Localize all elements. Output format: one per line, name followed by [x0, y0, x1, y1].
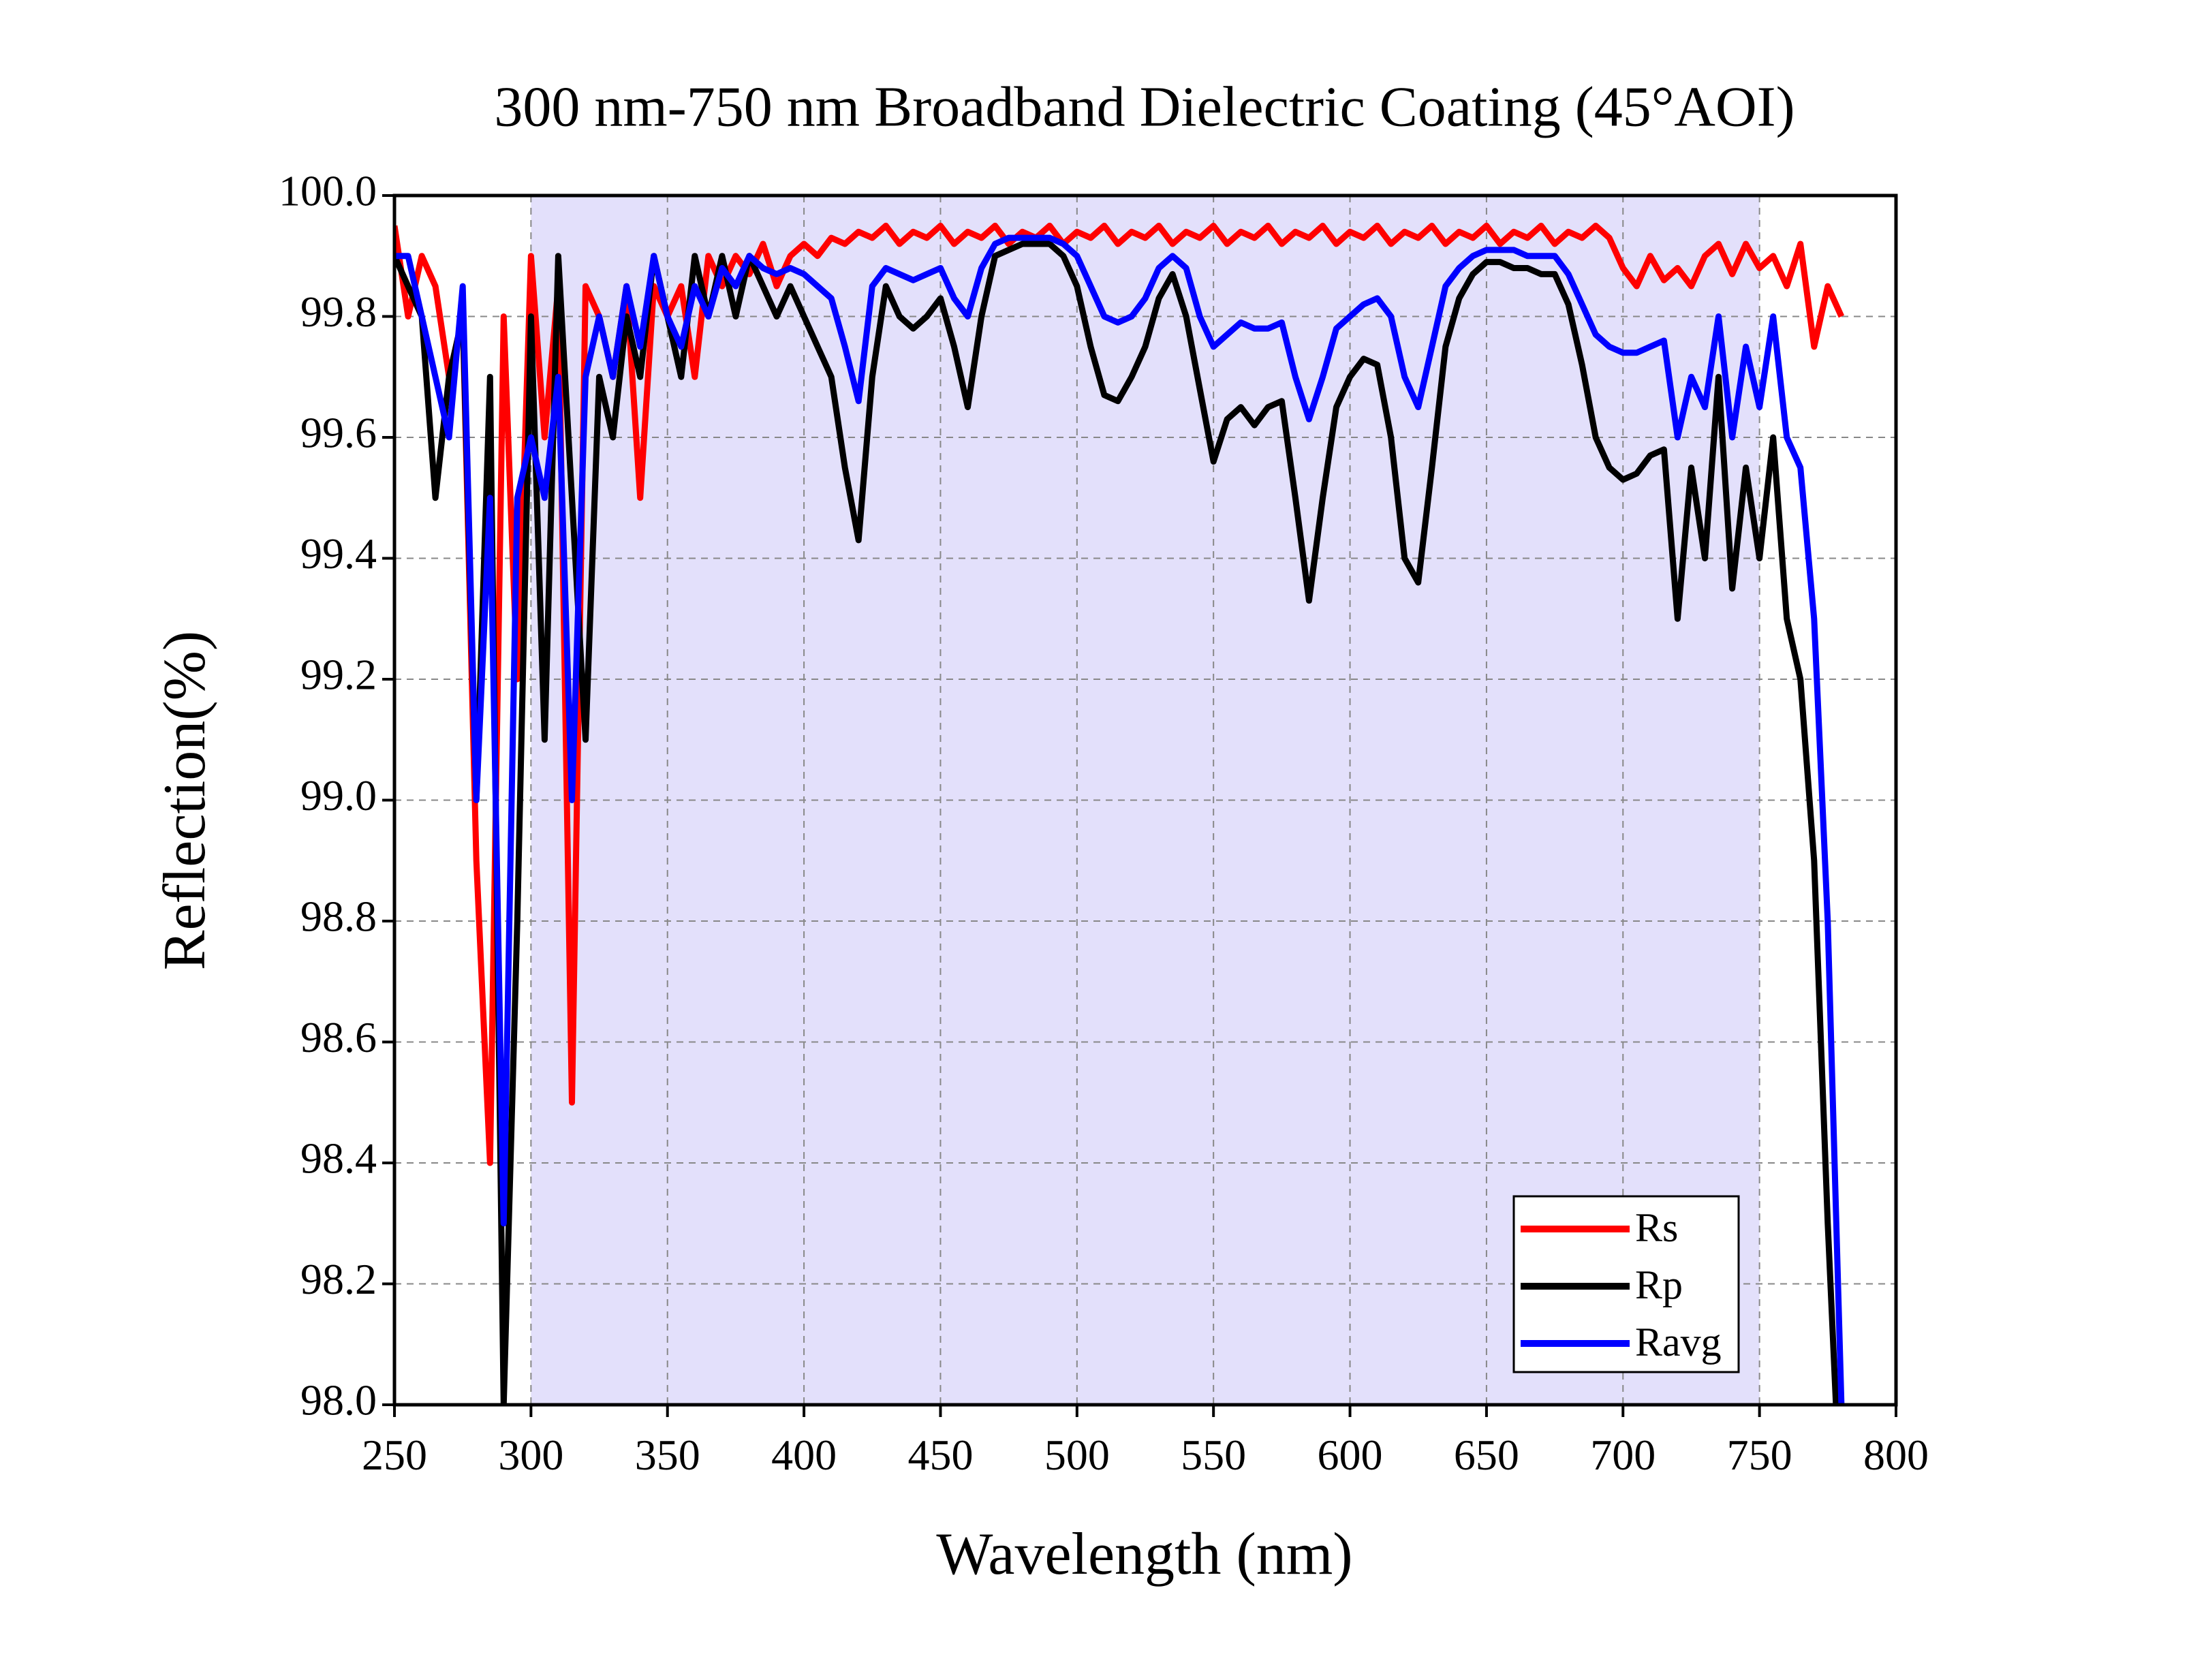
x-tick-label: 500	[1044, 1431, 1110, 1479]
chart-title: 300 nm-750 nm Broadband Dielectric Coati…	[494, 75, 1794, 138]
y-tick-label: 99.0	[300, 771, 377, 820]
x-axis-label: Wavelength (nm)	[936, 1521, 1352, 1587]
series-line	[394, 222, 1844, 1166]
legend-label: Rp	[1635, 1262, 1683, 1307]
series-line	[394, 240, 1839, 1405]
y-tick-label: 99.8	[300, 287, 377, 336]
y-tick-label: 98.0	[300, 1376, 377, 1425]
x-tick-label: 350	[635, 1431, 700, 1479]
y-axis-label: Reflection(%)	[152, 631, 218, 970]
x-tick-label: 450	[907, 1431, 973, 1479]
y-tick-label: 98.6	[300, 1013, 377, 1061]
legend-label: Ravg	[1635, 1320, 1722, 1365]
y-tick-label: 100.0	[279, 167, 377, 215]
plot-frame	[392, 193, 1898, 1407]
x-tick-label: 550	[1181, 1431, 1246, 1479]
y-tick-label: 98.8	[300, 892, 377, 941]
x-tick-label: 700	[1590, 1431, 1656, 1479]
x-tick-label: 250	[362, 1431, 427, 1479]
x-tick-label: 400	[771, 1431, 837, 1479]
x-tick-label: 300	[498, 1431, 563, 1479]
y-tick-label: 98.4	[300, 1134, 377, 1183]
x-tick-label: 750	[1727, 1431, 1792, 1479]
y-tick-label: 99.4	[300, 529, 377, 578]
y-tick-label: 99.2	[300, 651, 377, 699]
y-tick-label: 98.2	[300, 1255, 377, 1303]
y-tick-label: 99.6	[300, 409, 377, 457]
legend-label: Rs	[1635, 1205, 1678, 1250]
x-tick-label: 800	[1863, 1431, 1929, 1479]
series-line	[394, 234, 1845, 1405]
x-tick-label: 650	[1454, 1431, 1519, 1479]
plot-lines	[394, 222, 1845, 1405]
x-tick-label: 600	[1318, 1431, 1383, 1479]
